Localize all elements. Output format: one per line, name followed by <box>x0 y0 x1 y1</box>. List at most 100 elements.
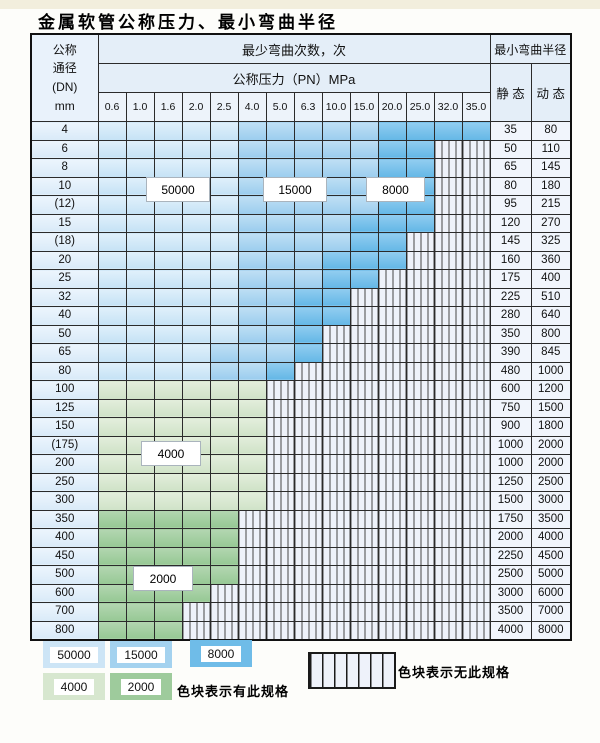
spec-cell <box>265 158 295 178</box>
no-spec-cell <box>293 380 323 400</box>
no-spec-cell <box>405 306 435 326</box>
cycle-label-50000: 50000 <box>146 177 210 202</box>
spec-cell <box>265 121 295 141</box>
legend-swatch-label: 15000 <box>117 646 165 663</box>
dynamic-value: 800 <box>530 324 572 344</box>
dynamic-value: 1000 <box>530 361 572 381</box>
spec-cell <box>125 472 155 492</box>
spec-cell <box>237 121 267 141</box>
dn-value: 80 <box>30 361 99 381</box>
pressure-tick: 32.0 <box>433 92 463 122</box>
table-row: 125 750 1500 <box>30 398 572 418</box>
spec-cell <box>125 287 155 307</box>
spec-cell <box>209 306 239 326</box>
spec-cell <box>153 232 183 252</box>
no-spec-cell <box>349 398 379 418</box>
no-spec-cell <box>321 565 351 585</box>
page-title: 金属软管公称压力、最小弯曲半径 <box>38 13 338 32</box>
static-value: 280 <box>489 306 532 326</box>
no-spec-cell <box>321 454 351 474</box>
dynamic-value: 4000 <box>530 528 572 548</box>
spec-cell <box>321 250 351 270</box>
dynamic-value: 4500 <box>530 546 572 566</box>
dynamic-value: 1200 <box>530 380 572 400</box>
static-value: 600 <box>489 380 532 400</box>
spec-cell <box>97 121 127 141</box>
static-value: 80 <box>489 176 532 196</box>
no-spec-cell <box>461 269 491 289</box>
spec-cell <box>209 195 239 215</box>
no-spec-cell <box>461 213 491 233</box>
pressure-tick: 20.0 <box>377 92 407 122</box>
spec-cell <box>125 546 155 566</box>
table-row: 200 1000 2000 <box>30 454 572 474</box>
dynamic-value: 180 <box>530 176 572 196</box>
static-value: 2000 <box>489 528 532 548</box>
spec-cell <box>153 417 183 437</box>
no-spec-cell <box>321 602 351 622</box>
spec-cell <box>377 250 407 270</box>
no-spec-cell <box>265 565 295 585</box>
cycle-label-4000: 4000 <box>141 441 201 466</box>
spec-cell <box>293 324 323 344</box>
static-value: 175 <box>489 269 532 289</box>
no-spec-cell <box>433 250 463 270</box>
dn-value: 150 <box>30 417 99 437</box>
no-spec-cell <box>265 602 295 622</box>
no-spec-cell <box>321 509 351 529</box>
spec-cell <box>97 287 127 307</box>
legend-swatch-4000: 4000 <box>43 673 105 700</box>
static-value: 4000 <box>489 620 532 641</box>
no-spec-cell <box>405 528 435 548</box>
dn-value: 125 <box>30 398 99 418</box>
spec-cell <box>209 546 239 566</box>
static-value: 390 <box>489 343 532 363</box>
no-spec-cell <box>377 324 407 344</box>
spec-cell <box>97 195 127 215</box>
no-spec-cell <box>265 491 295 511</box>
spec-cell <box>293 287 323 307</box>
spec-cell <box>181 306 211 326</box>
no-spec-cell <box>405 546 435 566</box>
spec-cell <box>209 176 239 196</box>
legend-swatch-label: 50000 <box>50 646 98 663</box>
no-spec-cell <box>461 546 491 566</box>
table-row: 80 480 1000 <box>30 361 572 381</box>
spec-cell <box>153 528 183 548</box>
spec-cell <box>153 324 183 344</box>
no-spec-cell <box>293 398 323 418</box>
no-spec-cell <box>461 509 491 529</box>
dn-value: 700 <box>30 602 99 622</box>
spec-cell <box>153 491 183 511</box>
spec-cell <box>349 213 379 233</box>
no-spec-cell <box>349 509 379 529</box>
spec-cell <box>433 121 463 141</box>
dynamic-value: 3500 <box>530 509 572 529</box>
spec-cell <box>321 158 351 178</box>
no-spec-cell <box>265 620 295 641</box>
spec-cell <box>153 546 183 566</box>
dynamic-value: 7000 <box>530 602 572 622</box>
table-row: 6 50 110 <box>30 139 572 159</box>
spec-cell <box>181 472 211 492</box>
no-spec-cell <box>461 454 491 474</box>
no-spec-cell <box>265 546 295 566</box>
spec-cell <box>97 361 127 381</box>
no-spec-cell <box>321 583 351 603</box>
spec-cell <box>293 250 323 270</box>
spec-cell <box>97 380 127 400</box>
table-row: 300 1500 3000 <box>30 491 572 511</box>
static-value: 2250 <box>489 546 532 566</box>
no-spec-cell <box>405 398 435 418</box>
no-spec-cell <box>461 583 491 603</box>
no-spec-cell <box>461 361 491 381</box>
no-spec-cell <box>405 417 435 437</box>
spec-cell <box>153 361 183 381</box>
no-spec-cell <box>433 583 463 603</box>
no-spec-cell <box>349 306 379 326</box>
no-spec-cell <box>433 491 463 511</box>
spec-cell <box>125 528 155 548</box>
no-spec-cell <box>461 250 491 270</box>
static-value: 1000 <box>489 454 532 474</box>
